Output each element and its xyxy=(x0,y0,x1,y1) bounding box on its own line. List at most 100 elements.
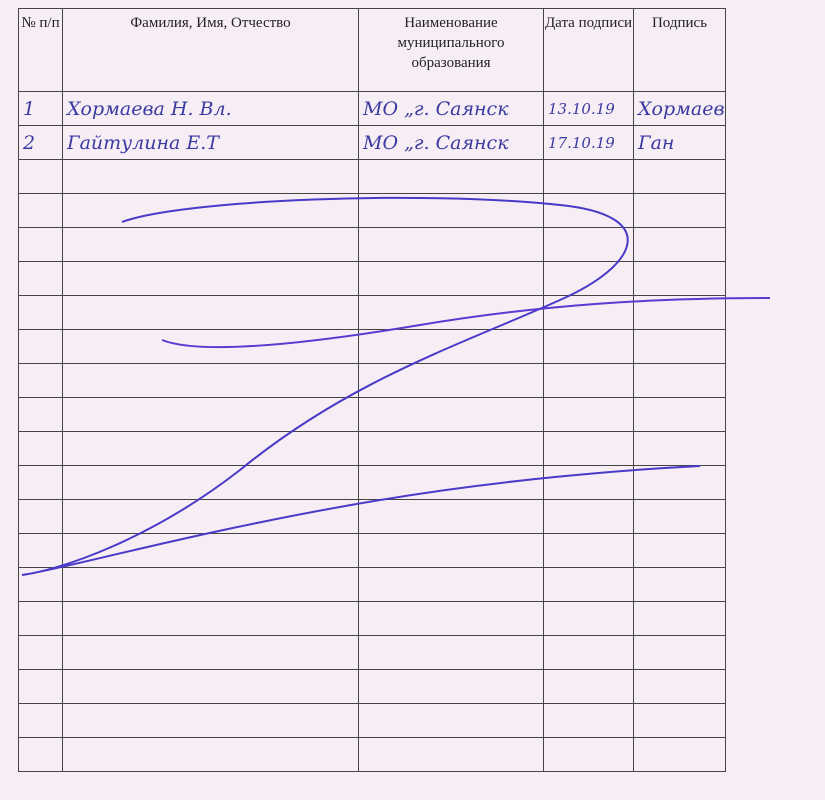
empty-cell xyxy=(358,295,544,330)
row-name: Хормаева Н. Вл. xyxy=(62,91,359,126)
empty-cell xyxy=(18,295,63,330)
empty-cell xyxy=(543,601,634,636)
empty-cell xyxy=(543,533,634,568)
empty-cell xyxy=(18,397,63,432)
empty-cell xyxy=(543,465,634,500)
table-row-empty xyxy=(18,635,726,670)
table-row-empty xyxy=(18,431,726,466)
table-row-empty xyxy=(18,533,726,568)
empty-cell xyxy=(543,363,634,398)
table-row: 1 Хормаева Н. Вл. МО „г. Саянск 13.10.19… xyxy=(18,91,726,126)
empty-cell xyxy=(18,567,63,602)
empty-cell xyxy=(633,363,726,398)
empty-cell xyxy=(543,669,634,704)
empty-cell xyxy=(62,261,359,296)
empty-cell xyxy=(18,261,63,296)
empty-cell xyxy=(358,431,544,466)
table-row-empty xyxy=(18,363,726,398)
row-date: 13.10.19 xyxy=(543,91,634,126)
empty-cell xyxy=(18,703,63,738)
empty-cell xyxy=(633,703,726,738)
table-row-empty xyxy=(18,397,726,432)
empty-cell xyxy=(62,703,359,738)
empty-cell xyxy=(18,601,63,636)
signature-sheet: № п/п Фамилия, Имя, Отчество Наименовани… xyxy=(18,8,726,772)
empty-cell xyxy=(543,295,634,330)
empty-cell xyxy=(62,227,359,262)
empty-cell xyxy=(18,329,63,364)
table-row-empty xyxy=(18,227,726,262)
empty-cell xyxy=(358,601,544,636)
empty-cell xyxy=(62,193,359,228)
empty-cell xyxy=(633,227,726,262)
empty-cell xyxy=(543,703,634,738)
empty-cell xyxy=(633,329,726,364)
empty-cell xyxy=(633,499,726,534)
empty-cell xyxy=(358,329,544,364)
empty-cell xyxy=(633,295,726,330)
empty-cell xyxy=(358,465,544,500)
row-signature: Ган xyxy=(633,125,726,160)
empty-cell xyxy=(358,499,544,534)
empty-cell xyxy=(358,567,544,602)
empty-cell xyxy=(543,567,634,602)
empty-cell xyxy=(543,737,634,772)
empty-cell xyxy=(358,227,544,262)
empty-cell xyxy=(62,601,359,636)
empty-cell xyxy=(62,159,359,194)
empty-cell xyxy=(62,295,359,330)
empty-cell xyxy=(543,499,634,534)
empty-cell xyxy=(62,329,359,364)
empty-cell xyxy=(358,193,544,228)
table-row-empty xyxy=(18,499,726,534)
empty-cell xyxy=(62,397,359,432)
header-number: № п/п xyxy=(18,8,63,92)
empty-cell xyxy=(633,533,726,568)
empty-cell xyxy=(543,193,634,228)
empty-cell xyxy=(18,669,63,704)
empty-cell xyxy=(358,703,544,738)
table-row-empty xyxy=(18,567,726,602)
row-number: 2 xyxy=(18,125,63,160)
empty-cell xyxy=(62,669,359,704)
empty-cell xyxy=(633,431,726,466)
table-row-empty xyxy=(18,669,726,704)
empty-cell xyxy=(633,635,726,670)
empty-cell xyxy=(62,499,359,534)
header-row: № п/п Фамилия, Имя, Отчество Наименовани… xyxy=(18,8,726,92)
empty-cell xyxy=(543,227,634,262)
empty-cell xyxy=(358,397,544,432)
header-municipality: Наименование муниципального образования xyxy=(358,8,544,92)
empty-cell xyxy=(62,363,359,398)
empty-cell xyxy=(358,669,544,704)
empty-cell xyxy=(18,465,63,500)
row-number: 1 xyxy=(18,91,63,126)
table-row-empty xyxy=(18,465,726,500)
empty-cell xyxy=(358,261,544,296)
empty-cell xyxy=(633,261,726,296)
empty-cell xyxy=(633,159,726,194)
empty-cell xyxy=(18,499,63,534)
empty-cell xyxy=(633,601,726,636)
empty-cell xyxy=(18,363,63,398)
table-row-empty xyxy=(18,329,726,364)
header-signature: Подпись xyxy=(633,8,726,92)
empty-cell xyxy=(18,533,63,568)
table-row-empty xyxy=(18,737,726,772)
empty-cell xyxy=(633,193,726,228)
empty-cell xyxy=(62,533,359,568)
empty-cell xyxy=(62,737,359,772)
empty-cell xyxy=(633,567,726,602)
empty-cell xyxy=(18,737,63,772)
empty-cell xyxy=(62,635,359,670)
signature-table: № п/п Фамилия, Имя, Отчество Наименовани… xyxy=(18,8,726,772)
empty-cell xyxy=(358,533,544,568)
row-date: 17.10.19 xyxy=(543,125,634,160)
empty-cell xyxy=(358,737,544,772)
empty-cell xyxy=(18,159,63,194)
empty-cell xyxy=(358,363,544,398)
empty-cell xyxy=(543,635,634,670)
empty-cell xyxy=(633,397,726,432)
empty-cell xyxy=(543,159,634,194)
empty-cell xyxy=(633,669,726,704)
